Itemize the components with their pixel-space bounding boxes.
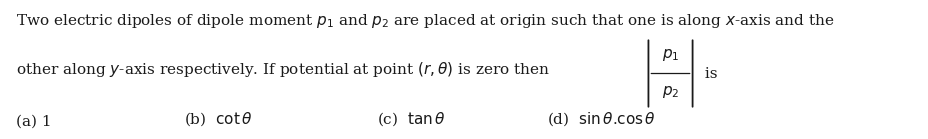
Text: Two electric dipoles of dipole moment $p_1$ and $p_2$ are placed at origin such : Two electric dipoles of dipole moment $p… (16, 12, 833, 30)
Text: $p_2$: $p_2$ (661, 84, 678, 100)
Text: (b)  $\cot\theta$: (b) $\cot\theta$ (184, 111, 252, 128)
Text: other along $y$-axis respectively. If potential at point $(r,\theta)$ is zero th: other along $y$-axis respectively. If po… (16, 60, 549, 79)
Text: is: is (699, 66, 716, 80)
Text: $p_1$: $p_1$ (661, 47, 678, 63)
Text: (a) 1: (a) 1 (16, 114, 51, 128)
Text: (c)  $\tan\theta$: (c) $\tan\theta$ (377, 111, 445, 128)
Text: (d)  $\sin\theta$.$\cos\theta$: (d) $\sin\theta$.$\cos\theta$ (547, 111, 655, 128)
